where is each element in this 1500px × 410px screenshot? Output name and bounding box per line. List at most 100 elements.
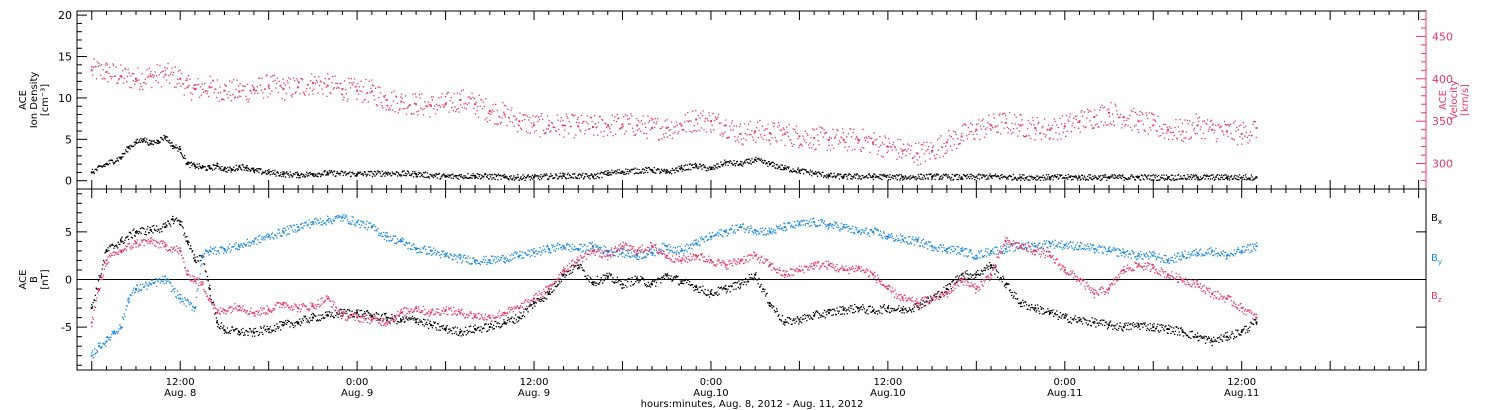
density-series-sample bbox=[997, 175, 999, 177]
density-series-sample bbox=[1021, 177, 1023, 179]
b-series-x-sample bbox=[1098, 324, 1100, 327]
b-series-x-sample bbox=[702, 285, 704, 287]
density-series-sample bbox=[1075, 176, 1077, 178]
velocity-series-sample bbox=[467, 96, 469, 98]
velocity-series-sample bbox=[602, 135, 605, 137]
density-series-sample bbox=[868, 173, 870, 175]
density-series-sample bbox=[608, 171, 610, 173]
velocity-series-sample bbox=[485, 98, 487, 100]
velocity-series-sample bbox=[749, 120, 751, 123]
density-series-sample bbox=[265, 172, 267, 175]
velocity-series-sample bbox=[117, 82, 119, 85]
density-series-sample bbox=[977, 174, 979, 176]
b-series-x-sample bbox=[607, 277, 609, 280]
velocity-series-sample bbox=[1016, 127, 1018, 129]
velocity-series-sample bbox=[799, 143, 802, 145]
b-series-x-sample bbox=[113, 247, 115, 249]
b-series-x-sample bbox=[469, 330, 471, 332]
density-series-sample bbox=[570, 176, 573, 178]
b-series-x-sample bbox=[167, 220, 170, 222]
velocity-series-sample bbox=[1185, 131, 1188, 133]
velocity-series-sample bbox=[821, 127, 823, 129]
velocity-series-sample bbox=[601, 118, 603, 121]
velocity-series-sample bbox=[639, 121, 641, 123]
b-series-x-sample bbox=[433, 321, 435, 323]
b-series-x-sample bbox=[481, 328, 484, 330]
velocity-series-sample bbox=[705, 131, 708, 133]
density-series-sample bbox=[623, 173, 625, 175]
density-series-sample bbox=[1031, 177, 1033, 179]
b-series-x-sample bbox=[672, 277, 675, 279]
b-series-x-sample bbox=[240, 329, 243, 331]
velocity-series-sample bbox=[869, 151, 871, 153]
b-series-x-sample bbox=[742, 284, 745, 286]
b-series-x-sample bbox=[174, 219, 176, 221]
velocity-series-sample bbox=[1225, 124, 1227, 126]
density-series-sample bbox=[1140, 174, 1142, 176]
b-series-x-sample bbox=[288, 320, 290, 323]
density-series-sample bbox=[125, 150, 127, 153]
velocity-series-sample bbox=[503, 111, 505, 113]
velocity-series-sample bbox=[113, 75, 116, 77]
velocity-series-sample bbox=[1121, 123, 1124, 125]
density-series-point bbox=[651, 169, 653, 171]
velocity-series-sample bbox=[949, 145, 952, 147]
density-series-sample bbox=[491, 174, 494, 176]
b-series-x-sample bbox=[230, 329, 232, 331]
b-series-x-sample bbox=[177, 219, 179, 221]
b-series-x-sample bbox=[607, 275, 610, 277]
b-series-x-sample bbox=[1056, 310, 1058, 312]
b-series-x-sample bbox=[279, 329, 282, 331]
b-series-x-sample bbox=[773, 309, 776, 312]
density-series-sample bbox=[211, 168, 213, 170]
b-series-x-sample bbox=[161, 230, 163, 233]
density-series-sample bbox=[302, 173, 305, 176]
density-series-sample bbox=[1123, 179, 1125, 181]
b-series-x-sample bbox=[98, 274, 100, 277]
velocity-series-sample bbox=[1001, 113, 1004, 115]
b-series-x-sample bbox=[189, 247, 191, 250]
b-series-x-sample bbox=[1121, 328, 1123, 330]
b-series-x-sample bbox=[360, 316, 362, 318]
velocity-series-point bbox=[1019, 124, 1022, 127]
density-series-sample bbox=[878, 177, 880, 179]
density-series-sample bbox=[972, 175, 975, 177]
density-series-sample bbox=[931, 177, 933, 179]
density-series-sample bbox=[840, 173, 842, 176]
density-series-sample bbox=[284, 176, 287, 178]
b-series-x-sample bbox=[543, 297, 546, 299]
velocity-series-sample bbox=[160, 71, 162, 74]
b-series-x-sample bbox=[403, 318, 405, 320]
b-series-x-sample bbox=[798, 323, 800, 325]
b-series-x-sample bbox=[540, 298, 543, 300]
density-series-sample bbox=[405, 175, 407, 177]
b-series-x-sample bbox=[1044, 311, 1046, 313]
velocity-series-sample bbox=[1118, 116, 1120, 118]
density-series-sample bbox=[189, 166, 191, 169]
velocity-series-sample bbox=[861, 146, 863, 149]
density-series-sample bbox=[862, 174, 864, 177]
density-series-sample bbox=[455, 176, 457, 178]
velocity-series-sample bbox=[295, 91, 297, 93]
b-series-x-sample bbox=[408, 317, 410, 319]
density-series-sample bbox=[239, 164, 241, 167]
b-series-x-sample bbox=[672, 279, 674, 281]
density-series-sample bbox=[1159, 176, 1162, 178]
b-series-x-sample bbox=[534, 305, 536, 307]
density-series-sample bbox=[1090, 177, 1092, 179]
density-series-sample bbox=[321, 173, 323, 175]
b-series-x-point bbox=[975, 273, 978, 276]
velocity-series-sample bbox=[1108, 108, 1110, 110]
density-series-sample bbox=[1006, 176, 1008, 179]
velocity-series-sample bbox=[985, 133, 987, 135]
velocity-series-sample bbox=[417, 114, 419, 116]
velocity-series-sample bbox=[280, 86, 283, 88]
density-series-sample bbox=[1163, 174, 1165, 176]
density-series-sample bbox=[669, 171, 671, 173]
velocity-series-sample bbox=[645, 133, 648, 135]
density-series-sample bbox=[799, 172, 801, 174]
density-series-sample bbox=[1098, 175, 1100, 177]
b-series-x-point bbox=[990, 264, 993, 267]
velocity-series-sample bbox=[713, 120, 716, 122]
